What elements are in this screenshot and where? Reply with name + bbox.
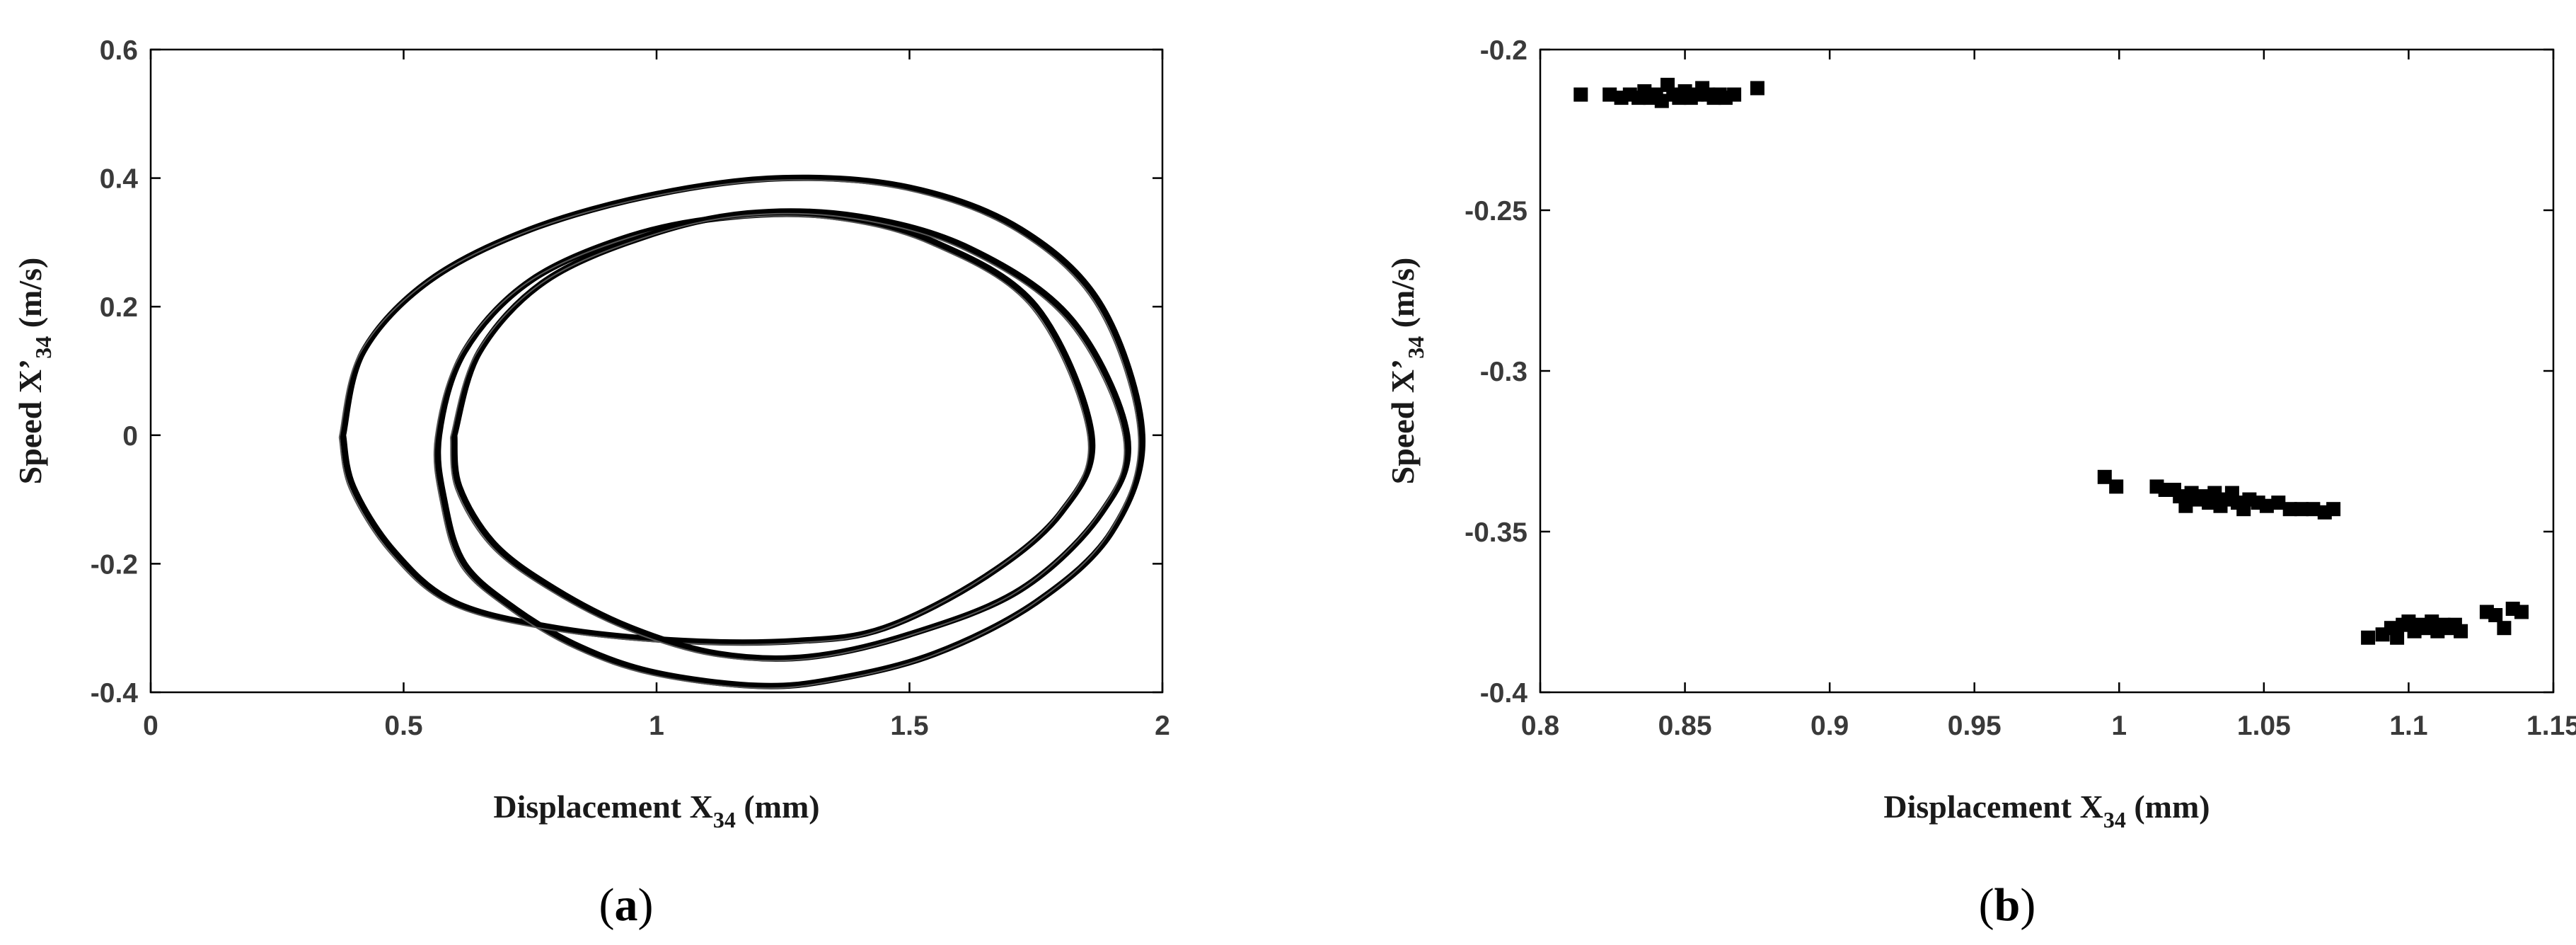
phase-trajectory-line	[340, 174, 1146, 689]
poincare-point	[2178, 498, 2193, 513]
phase-trajectory-line-shadow	[450, 212, 1126, 662]
poincare-point	[1750, 81, 1764, 96]
y-tick-label: -0.25	[1465, 196, 1527, 227]
poincare-point	[2259, 498, 2274, 513]
x-tick-label: 1.05	[2237, 711, 2291, 741]
poincare-point	[2514, 605, 2529, 619]
poincare-point	[2207, 486, 2222, 500]
x-tick-label: 1	[2111, 711, 2127, 741]
x-tick-label: 0	[143, 711, 158, 741]
x-tick-label: 1	[649, 711, 664, 741]
poincare-point	[1602, 87, 1617, 102]
poincare-point	[1654, 93, 1669, 108]
poincare-point	[2306, 502, 2321, 517]
y-tick-label: 0.6	[100, 35, 138, 66]
y-tick-label: -0.3	[1480, 357, 1527, 387]
poincare-point	[2454, 624, 2468, 638]
panel-a-y-ticks: -0.4 -0.2 0 0.2 0.4 0.6	[91, 35, 1162, 709]
x-tick-label: 1.5	[890, 711, 928, 741]
poincare-point	[2294, 502, 2309, 517]
poincare-point	[1573, 87, 1588, 102]
poincare-point	[2497, 621, 2512, 636]
poincare-point	[2282, 502, 2297, 517]
panel-a-axes-frame	[149, 48, 1164, 694]
y-tick-label: -0.35	[1465, 517, 1527, 548]
panel-b-y-axis-label: Speed X’34 (m/s)	[1385, 258, 1428, 485]
poincare-point	[2097, 469, 2112, 484]
poincare-point	[2488, 608, 2503, 622]
panel-a-label: (a)	[599, 879, 654, 931]
y-tick-label: 0.4	[100, 164, 139, 195]
panel-b-x-ticks: 0.8 0.85 0.9 0.95 1 1.05 1.1 1.15	[1521, 50, 2576, 741]
panel-a-y-axis-label: Speed X’34 (m/s)	[12, 258, 56, 485]
x-tick-label: 0.5	[384, 711, 422, 741]
y-tick-label: -0.2	[91, 549, 138, 580]
panel-a-data	[338, 174, 1146, 689]
y-tick-label: -0.4	[1480, 678, 1528, 709]
x-tick-label: 2	[1155, 711, 1170, 741]
poincare-point	[2271, 496, 2286, 510]
poincare-point	[2390, 630, 2405, 645]
panel-b-data	[1573, 77, 2529, 645]
x-tick-label: 1.1	[2389, 711, 2427, 741]
phase-trajectory-line-shadow	[338, 179, 1140, 689]
phase-trajectory-line	[451, 208, 1132, 662]
panel-b-label: (b)	[1979, 879, 2036, 931]
x-tick-label: 0.95	[1948, 711, 2002, 741]
panel-b: 0.8 0.85 0.9 0.95 1 1.05 1.1 1.15 -0.4 -0.35 -0.3…	[1385, 35, 2576, 931]
poincare-point	[1727, 87, 1742, 102]
x-tick-label: 0.85	[1658, 711, 1712, 741]
y-tick-label: 0.2	[100, 292, 138, 323]
poincare-point	[2326, 502, 2341, 517]
poincare-point	[2361, 630, 2376, 645]
panel-b-axes-frame	[1539, 48, 2555, 694]
x-tick-label: 0.9	[1810, 711, 1849, 741]
y-tick-label: -0.4	[91, 678, 139, 709]
panel-b-x-axis-label: Displacement X34 (mm)	[1883, 789, 2210, 832]
panel-a-x-axis-label: Displacement X34 (mm)	[493, 789, 819, 832]
y-tick-label: 0	[122, 421, 138, 452]
x-tick-label: 1.15	[2526, 711, 2576, 741]
panel-a-x-ticks: 0 0.5 1 1.5 2	[143, 50, 1170, 741]
x-tick-label: 0.8	[1521, 711, 1559, 741]
poincare-point	[2109, 479, 2124, 494]
panel-b-y-ticks: -0.4 -0.35 -0.3 -0.25 -0.2	[1465, 35, 2553, 709]
panel-a: 0 0.5 1 1.5 2 -0.4 -0.2 0 0.2 0.4 0.6 Displacemen…	[12, 35, 1170, 931]
y-tick-label: -0.2	[1480, 35, 1527, 66]
